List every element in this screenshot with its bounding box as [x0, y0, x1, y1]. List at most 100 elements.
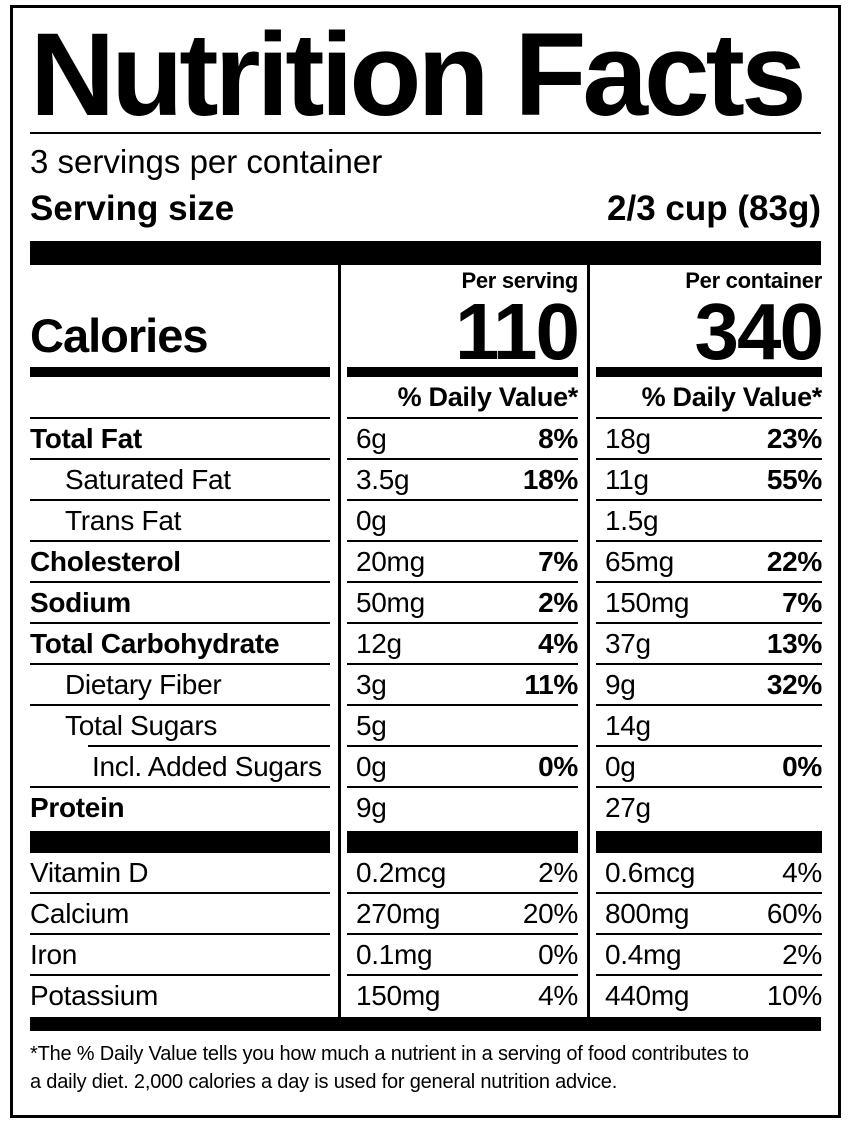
vitamin-separator-row — [30, 829, 822, 854]
amount-per-serving: 5g — [356, 709, 387, 741]
dv-per-container: 2% — [782, 938, 822, 970]
nutrient-row: Incl. Added Sugars 0g 0% 0g 0% — [30, 747, 822, 789]
nutrient-row: Dietary Fiber 3g 11% 9g 32% — [30, 665, 822, 707]
dv-per-container: 23% — [766, 422, 822, 454]
dv-per-serving: 11% — [524, 668, 578, 700]
per-serving-cell: 20mg 7% — [347, 542, 578, 584]
amount-per-serving: 9g — [356, 791, 387, 823]
nutrient-name-cell: Iron — [30, 935, 330, 977]
per-serving-cell: 0.2mcg 2% — [347, 853, 578, 895]
dv-per-serving: 8% — [538, 422, 578, 454]
dv-per-container: 13% — [766, 627, 822, 659]
nutrient-row: Cholesterol 20mg 7% 65mg 22% — [30, 542, 822, 584]
nutrient-rows: Total Fat 6g 8% 18g 23% Saturated Fat 3.5g 18% 1… — [30, 419, 822, 829]
nutrient-row: Total Fat 6g 8% 18g 23% — [30, 419, 822, 461]
per-container-cell: 27g — [596, 788, 822, 829]
nutrient-name-cell: Total Sugars — [30, 706, 330, 748]
footnote-separator-bar — [30, 1017, 821, 1032]
footnote-line: a daily diet. 2,000 calories a day is us… — [30, 1071, 618, 1094]
nutrient-row: Total Sugars 5g 14g — [30, 706, 822, 748]
per-container-cell: 440mg 10% — [596, 976, 822, 1017]
vitamin-rows: Vitamin D 0.2mcg 2% 0.6mcg 4% Calcium 270mg 20%… — [30, 853, 822, 1017]
per-serving-cell: 150mg 4% — [347, 976, 578, 1017]
dv-per-container: 7% — [782, 586, 822, 618]
nutrient-row: Sodium 50mg 2% 150mg 7% — [30, 583, 822, 625]
dv-per-container: 32% — [766, 668, 822, 700]
amount-per-serving: 6g — [356, 422, 387, 454]
per-container-cell: 0.4mg 2% — [596, 935, 822, 977]
daily-value-header-text: % Daily Value* — [397, 381, 579, 412]
per-serving-cell: 3.5g 18% — [347, 460, 578, 502]
nutrient-row: Protein 9g 27g — [30, 788, 821, 829]
per-container-cell: 0g 0% — [596, 747, 822, 789]
per-serving-cell: 3g 11% — [347, 665, 578, 707]
daily-value-empty-cell — [30, 377, 330, 420]
amount-per-serving: 270mg — [356, 897, 441, 929]
dv-per-serving: 2% — [538, 856, 578, 888]
nutrient-name: Sodium — [30, 586, 131, 618]
nutrient-name: Trans Fat — [65, 504, 182, 536]
nutrient-name-cell: Total Carbohydrate — [30, 624, 330, 666]
amount-per-container: 27g — [605, 791, 651, 823]
dv-per-serving: 0% — [538, 938, 578, 970]
dv-per-container: 55% — [766, 463, 822, 495]
dv-per-serving: 4% — [538, 979, 578, 1011]
amount-per-serving: 3g — [356, 668, 387, 700]
nutrient-name: Total Carbohydrate — [30, 627, 280, 659]
nutrient-name: Saturated Fat — [65, 463, 231, 495]
per-container-calories: 340 — [694, 286, 824, 376]
title-divider — [30, 132, 821, 134]
per-container-cell: 14g — [596, 706, 822, 748]
amount-per-serving: 20mg — [356, 545, 425, 577]
per-container-cell: 150mg 7% — [596, 583, 822, 625]
vitamin-row: Potassium 150mg 4% 440mg 10% — [30, 976, 822, 1017]
daily-value-header-row: % Daily Value* % Daily Value* — [30, 377, 822, 420]
nutrient-name-cell: Calcium — [30, 894, 330, 936]
label-title: Nutrition Facts — [30, 9, 807, 141]
nutrient-name: Incl. Added Sugars — [92, 750, 322, 782]
per-container-cell: 37g 13% — [596, 624, 822, 666]
serving-size-label: Serving size — [30, 188, 235, 228]
nutrient-row: Total Carbohydrate 12g 4% 37g 13% — [30, 624, 822, 666]
per-serving-cell: 5g — [347, 706, 578, 748]
nutrient-name: Protein — [30, 791, 125, 823]
separator-bar-segment — [347, 831, 578, 854]
amount-per-serving: 12g — [356, 627, 402, 659]
dv-per-container: 10% — [766, 979, 822, 1011]
per-serving-cell: 9g — [347, 788, 578, 829]
nutrient-name-cell: Total Fat — [30, 419, 330, 461]
serving-size-value: 2/3 cup (83g) — [607, 188, 821, 228]
dv-per-container: 0% — [782, 750, 822, 782]
per-container-cell: 0.6mcg 4% — [596, 853, 822, 895]
nutrient-row: Saturated Fat 3.5g 18% 11g 55% — [30, 460, 822, 502]
vitamin-row: Vitamin D 0.2mcg 2% 0.6mcg 4% — [30, 853, 822, 895]
nutrient-row: Trans Fat 0g 1.5g — [30, 501, 822, 543]
nutrient-name-cell: Incl. Added Sugars — [30, 747, 330, 789]
amount-per-serving: 0g — [356, 504, 387, 536]
dv-per-serving: 20% — [522, 897, 578, 929]
amount-per-container: 0g — [605, 750, 636, 782]
per-container-cell: 18g 23% — [596, 419, 822, 461]
dv-per-serving: 18% — [522, 463, 578, 495]
amount-per-container: 11g — [605, 463, 649, 495]
nutrition-table: Calories Per serving 110 Per container 3… — [30, 265, 824, 1018]
nutrient-name: Potassium — [30, 979, 159, 1011]
per-container-cell: 65mg 22% — [596, 542, 822, 584]
nutrient-name: Vitamin D — [30, 856, 149, 888]
calories-section: Calories Per serving 110 Per container 3… — [30, 265, 824, 378]
nutrient-name-cell: Saturated Fat — [30, 460, 330, 502]
nutrient-name-cell: Dietary Fiber — [30, 665, 330, 707]
calories-per-serving-cell: Per serving 110 — [347, 265, 580, 378]
dv-per-serving: 0% — [538, 750, 578, 782]
column-divider-right — [587, 265, 590, 1018]
amount-per-serving: 0g — [356, 750, 387, 782]
nutrient-name: Dietary Fiber — [65, 668, 222, 700]
per-serving-cell: 12g 4% — [347, 624, 578, 666]
dv-per-container: 22% — [766, 545, 822, 577]
header-separator-bar — [30, 241, 821, 266]
amount-per-serving: 0.2mcg — [356, 856, 447, 888]
per-serving-cell: 270mg 20% — [347, 894, 578, 936]
nutrient-name-cell: Protein — [30, 788, 330, 829]
column-divider-left — [338, 265, 341, 1018]
amount-per-container: 800mg — [605, 897, 690, 929]
